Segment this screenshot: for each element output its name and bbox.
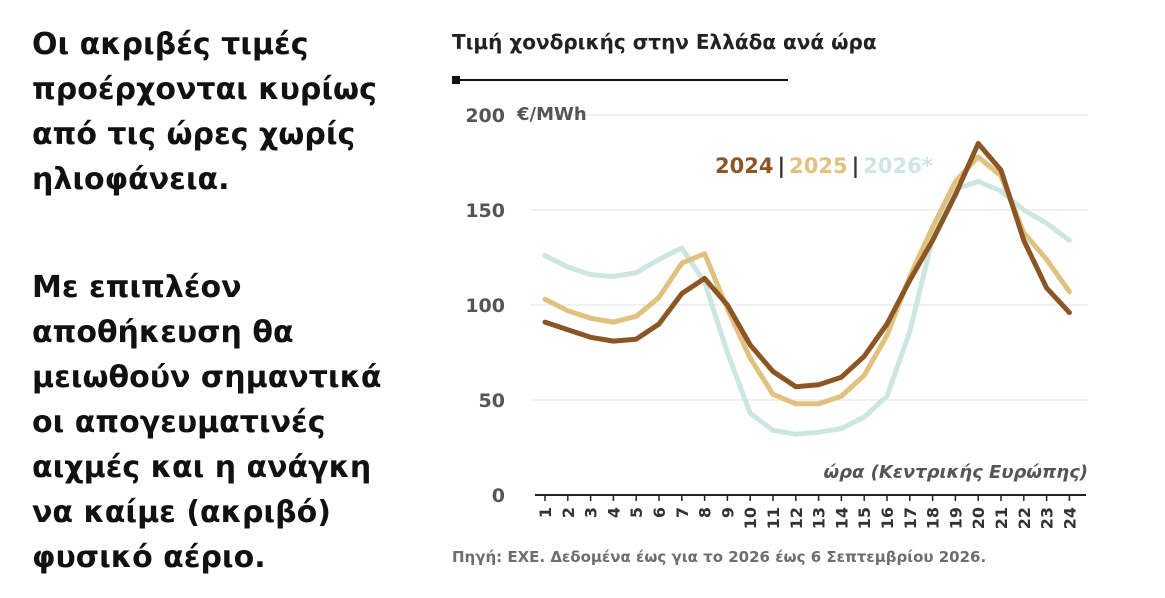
legend-separator: | xyxy=(852,154,860,179)
x-tick-label: 3 xyxy=(582,507,601,518)
legend-entry: 2024 xyxy=(715,154,773,178)
x-tick-labels: 1 2 3 4 5 6 7 8 9 10 11 12 13 14 15 16 17 18 19 20 21 22 23 24 xyxy=(536,507,1079,529)
text-line: προέρχονται κυρίως xyxy=(32,72,377,107)
y-tick-label: 50 xyxy=(479,390,505,412)
x-tick-label: 6 xyxy=(650,507,669,518)
y-tick-label: 150 xyxy=(465,200,505,222)
chart-title: Τιμή χονδρικής στην Ελλάδα ανά ώρα xyxy=(452,30,877,54)
x-tick-label: 24 xyxy=(1060,507,1079,529)
x-tick-label: 21 xyxy=(992,507,1011,529)
gridlines xyxy=(530,114,1088,401)
x-axis-label: ώρα (Κεντρικής Ευρώπης) xyxy=(824,462,1088,483)
legend-separator: | xyxy=(777,154,785,179)
text-line: να καίμε (ακριβό) xyxy=(32,495,331,530)
y-tick-label: 200 xyxy=(465,105,505,127)
text-line: από τις ώρες χωρίς xyxy=(32,117,356,152)
y-tick-label: 100 xyxy=(465,295,505,317)
x-tick-label: 19 xyxy=(946,507,965,529)
text-line: αιχμές και η ανάγκη xyxy=(32,450,372,485)
x-tick-label: 20 xyxy=(969,507,988,529)
text-line: Με επιπλέον xyxy=(32,270,242,305)
x-tick-label: 9 xyxy=(718,507,737,518)
x-tick-label: 13 xyxy=(810,507,829,529)
x-tick-label: 18 xyxy=(924,507,943,529)
y-axis-unit-label: €/MWh xyxy=(516,104,587,125)
x-tick-label: 8 xyxy=(696,507,715,518)
series-lines xyxy=(542,141,1072,437)
legend-entry: 2025 xyxy=(789,154,847,178)
legend-entry: 2026* xyxy=(863,154,932,178)
x-tick-label: 16 xyxy=(878,507,897,529)
x-tick-label: 11 xyxy=(764,507,783,529)
source-note: Πηγή: ΕΧΕ. Δεδομένα έως για το 2026 έως … xyxy=(452,548,987,566)
text-line: φυσικό αέριο. xyxy=(32,540,266,575)
x-tick-label: 12 xyxy=(787,507,806,529)
series-line-2025 xyxy=(542,154,1072,407)
x-tick-label: 15 xyxy=(855,507,874,529)
y-tick-labels: 0 50 100 150 200 xyxy=(465,105,505,507)
text-line: μειωθούν σημαντικά xyxy=(32,360,382,395)
series-line-2026 xyxy=(542,179,1072,437)
x-tick-label: 7 xyxy=(673,507,692,518)
x-tick-label: 10 xyxy=(741,507,760,529)
y-tick-label: 0 xyxy=(492,485,505,507)
legend: 2024 | 2025 | 2026* xyxy=(715,154,933,179)
left-paragraph-1: Οι ακριβές τιμές προέρχονται κυρίως από … xyxy=(32,22,412,202)
x-tick-label: 17 xyxy=(901,507,920,529)
text-line: ηλιοφάνεια. xyxy=(32,162,230,197)
text-line: Οι ακριβές τιμές xyxy=(32,27,309,62)
x-tick-label: 14 xyxy=(832,507,851,529)
text-line: αποθήκευση θα xyxy=(32,315,294,350)
text-line: οι απογευματινές xyxy=(32,405,326,440)
x-tick-label: 23 xyxy=(1038,507,1057,529)
series-line-2024 xyxy=(542,141,1072,390)
x-tick-label: 5 xyxy=(627,507,646,518)
left-paragraph-2: Με επιπλέον αποθήκευση θα μειωθούν σημαν… xyxy=(32,265,412,580)
x-tick-label: 22 xyxy=(1015,507,1034,529)
x-tick-label: 4 xyxy=(604,507,623,518)
x-tick-label: 2 xyxy=(559,507,578,518)
x-tick-label: 1 xyxy=(536,507,555,518)
x-axis xyxy=(535,494,1086,501)
